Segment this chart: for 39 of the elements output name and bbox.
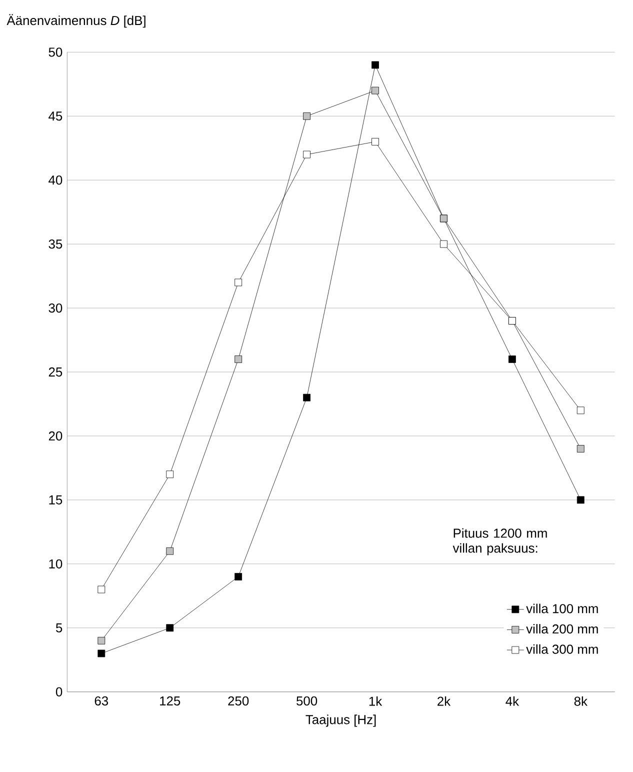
y-tick-label: 20: [48, 431, 62, 441]
y-tick-label: 40: [48, 176, 62, 185]
point: [98, 636, 106, 644]
point: [576, 496, 584, 504]
y-tick-label: 0: [56, 687, 62, 696]
y-tick-label: 30: [48, 303, 62, 313]
point: [440, 240, 448, 248]
legend-label: villa 100 mm: [526, 604, 598, 614]
legend-label: villa 200 mm: [526, 624, 598, 634]
y-tick-label: 5: [56, 623, 62, 632]
point: [372, 61, 379, 69]
point: [303, 394, 310, 402]
y-tick-label: 45: [48, 112, 62, 121]
point: [372, 86, 379, 94]
y-tick-label: 10: [49, 559, 62, 568]
x-axis-title: Taajuus [Hz]: [306, 714, 376, 727]
point: [166, 547, 174, 555]
point: [234, 572, 242, 580]
point: [576, 445, 584, 452]
y-tick-label: 25: [48, 367, 62, 377]
x-tick-label: 500: [296, 696, 318, 706]
point: [234, 356, 242, 363]
legend-title: Pituus 1200 mm villan paksuus:: [452, 528, 547, 556]
y-tick-label: 35: [48, 239, 62, 249]
x-tick-label: 8k: [574, 696, 588, 706]
y-axis-title: Äänenvaimennus D [dB]: [6, 14, 146, 28]
x-tick-label: 125: [160, 696, 180, 706]
point: [303, 112, 310, 120]
x-tick-label: 2k: [438, 696, 451, 706]
point: [98, 650, 106, 658]
point: [508, 356, 516, 363]
y-tick-label: 50: [48, 48, 62, 57]
legend-label: villa 300 mm: [526, 644, 598, 654]
point: [166, 624, 174, 632]
x-tick-label: 4k: [506, 696, 520, 706]
x-tick-label: 250: [228, 696, 249, 706]
x-tick-label: 63: [94, 696, 108, 706]
y-tick-label: 15: [49, 495, 62, 504]
x-tick-label: 1k: [369, 696, 382, 706]
